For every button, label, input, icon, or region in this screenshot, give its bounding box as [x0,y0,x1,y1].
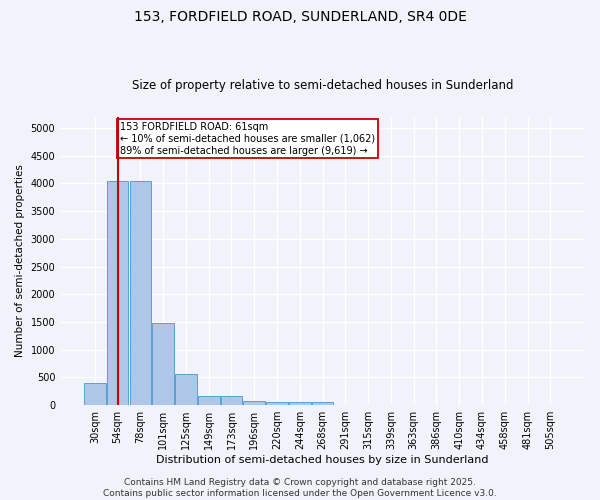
X-axis label: Distribution of semi-detached houses by size in Sunderland: Distribution of semi-detached houses by … [157,455,489,465]
Bar [107,180,128,405]
Text: Contains HM Land Registry data © Crown copyright and database right 2025.
Contai: Contains HM Land Registry data © Crown c… [103,478,497,498]
Bar [312,402,334,405]
Bar [152,323,174,405]
Y-axis label: Number of semi-detached properties: Number of semi-detached properties [15,164,25,358]
Bar [198,396,220,405]
Text: 153 FORDFIELD ROAD: 61sqm
← 10% of semi-detached houses are smaller (1,062)
89% : 153 FORDFIELD ROAD: 61sqm ← 10% of semi-… [120,122,375,156]
Bar [289,402,311,405]
Text: 153, FORDFIELD ROAD, SUNDERLAND, SR4 0DE: 153, FORDFIELD ROAD, SUNDERLAND, SR4 0DE [134,10,466,24]
Bar [221,396,242,405]
Title: Size of property relative to semi-detached houses in Sunderland: Size of property relative to semi-detach… [132,79,514,92]
Bar [266,402,288,405]
Bar [130,180,151,405]
Bar [84,383,106,405]
Bar [175,374,197,405]
Bar [244,401,265,405]
